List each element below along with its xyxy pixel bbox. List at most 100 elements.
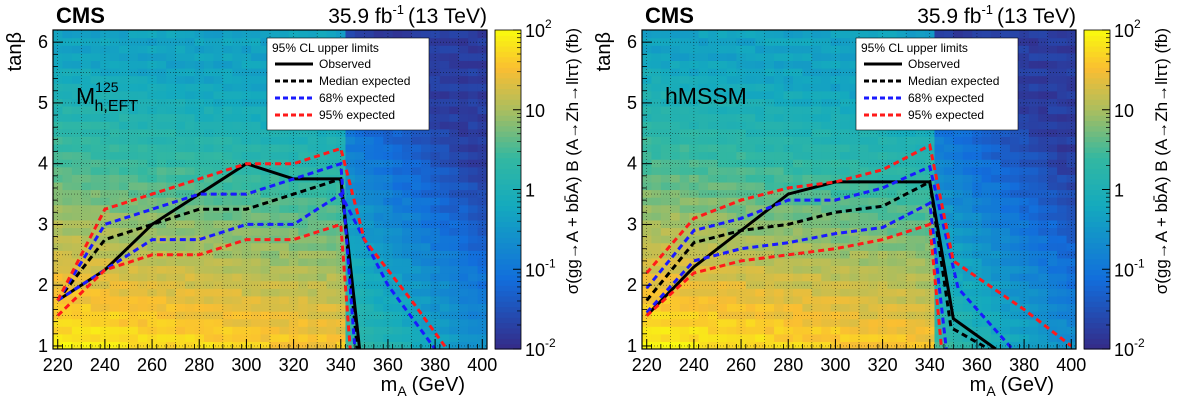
heatmap-cell [449, 113, 460, 122]
heatmap-cell [411, 265, 422, 274]
heatmap-cell [943, 219, 954, 229]
heatmap-cell [840, 136, 851, 145]
heatmap-cell [137, 288, 148, 297]
heatmap-cell [420, 136, 431, 145]
heatmap-cell [745, 280, 756, 289]
heatmap-cell [906, 265, 917, 274]
heatmap-cell [468, 45, 479, 54]
heatmap-cell [449, 75, 460, 84]
heatmap-cell [953, 212, 964, 221]
heatmap-cell [755, 303, 766, 312]
heatmap-cell [840, 174, 851, 183]
colorbar-segment [1084, 120, 1110, 127]
heatmap-cell [458, 143, 469, 153]
heatmap-cell [477, 257, 487, 267]
heatmap-cell [354, 333, 365, 343]
colorbar-segment [1084, 67, 1110, 74]
heatmap-cell [260, 265, 271, 274]
heatmap-cell [915, 265, 926, 274]
heatmap-cell [698, 333, 709, 343]
heatmap-cell [717, 37, 728, 46]
heatmap-cell [745, 326, 756, 335]
heatmap-cell [859, 181, 870, 191]
heatmap-cell [877, 288, 888, 297]
heatmap-cell [213, 136, 224, 145]
heatmap-cell [859, 136, 870, 145]
heatmap-cell [194, 90, 205, 99]
heatmap-cell [194, 318, 205, 327]
heatmap-cell [745, 121, 756, 130]
colorbar-segment [1084, 322, 1110, 329]
colorbar-segment [495, 263, 521, 270]
heatmap-cell [62, 98, 73, 107]
heatmap-cell [185, 52, 196, 61]
heatmap-cell [1057, 295, 1068, 305]
heatmap-cell [156, 219, 167, 229]
heatmap-cell [439, 311, 450, 320]
heatmap-cell [203, 280, 214, 289]
y-tick-label: 2 [38, 275, 48, 295]
heatmap-cell [326, 128, 337, 137]
heatmap-cell [679, 189, 690, 198]
heatmap-cell [71, 280, 82, 289]
heatmap-cell [213, 166, 224, 175]
heatmap-cell [402, 143, 413, 153]
colorbar-segment [1084, 109, 1110, 116]
heatmap-cell [849, 288, 860, 297]
heatmap-cell [458, 189, 469, 198]
colorbar-segment [495, 67, 521, 74]
heatmap-cell [849, 303, 860, 312]
heatmap-cell [62, 121, 73, 130]
heatmap-cell [642, 174, 653, 183]
heatmap-cell [660, 257, 671, 267]
heatmap-cell [1000, 333, 1011, 343]
heatmap-cell [849, 295, 860, 305]
heatmap-cell [119, 75, 130, 84]
heatmap-cell [128, 143, 139, 153]
heatmap-cell [458, 75, 469, 84]
heatmap-cell [1019, 143, 1030, 153]
heatmap-cell [128, 166, 139, 175]
heatmap-cell [468, 113, 479, 122]
heatmap-cell [232, 318, 243, 327]
x-tick-label: 380 [1009, 355, 1039, 375]
heatmap-cell [1047, 90, 1058, 99]
heatmap-cell [62, 143, 73, 153]
heatmap-cell [147, 37, 158, 46]
heatmap-cell [764, 67, 775, 77]
heatmap-cell [972, 189, 983, 198]
scenario-main: M [76, 83, 95, 109]
heatmap-cell [260, 98, 271, 107]
y-tick-label: 6 [38, 32, 48, 52]
heatmap-cell [840, 98, 851, 107]
heatmap-cell [119, 280, 130, 289]
heatmap-cell [943, 136, 954, 145]
heatmap-cell [194, 45, 205, 54]
heatmap-cell [430, 159, 441, 168]
heatmap-cell [307, 136, 318, 145]
heatmap-cell [943, 257, 954, 267]
heatmap-cell [185, 341, 196, 349]
heatmap-cell [439, 295, 450, 305]
heatmap-cell [251, 45, 262, 54]
heatmap-cell [679, 242, 690, 251]
heatmap-cell [100, 288, 111, 297]
heatmap-cell [458, 37, 469, 46]
heatmap-cell [345, 128, 356, 137]
heatmap-cell [887, 204, 898, 213]
heatmap-cell [1028, 37, 1039, 46]
heatmap-cell [411, 181, 422, 191]
heatmap-cell [651, 136, 662, 145]
heatmap-cell [868, 303, 879, 312]
heatmap-cell [934, 265, 945, 274]
heatmap-cell [840, 295, 851, 305]
heatmap-cell [175, 151, 186, 160]
heatmap-cell [887, 311, 898, 320]
heatmap-cell [830, 212, 841, 221]
heatmap-cell [1028, 136, 1039, 145]
heatmap-cell [477, 128, 487, 137]
heatmap-cell [1066, 219, 1076, 229]
heatmap-cell [458, 303, 469, 312]
heatmap-cell [119, 265, 130, 274]
heatmap-cell [90, 257, 101, 267]
